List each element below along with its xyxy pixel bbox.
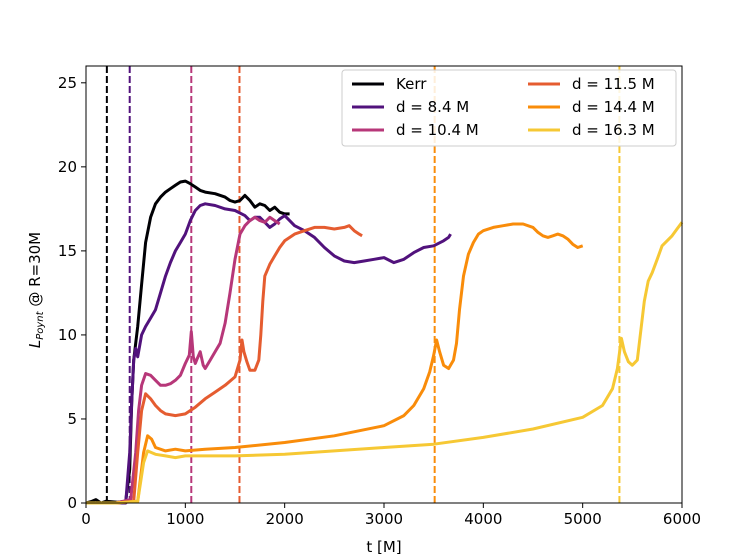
tick-labels: 0 1000 2000 3000 4000 5000 6000 0 5 10 15 20 25 — [58, 74, 701, 528]
legend-label-1: d = 8.4 M — [396, 98, 469, 116]
x-axis-label: t [M] — [366, 538, 401, 556]
series-line-5 — [86, 221, 684, 505]
y-tick-label-3: 15 — [58, 242, 77, 260]
series-line-1 — [86, 202, 452, 505]
series-line-2 — [86, 215, 281, 505]
x-tick-label-6: 6000 — [663, 510, 701, 528]
legend-label-2: d = 10.4 M — [396, 121, 479, 139]
axes — [81, 65, 683, 508]
x-tick-label-2: 2000 — [266, 510, 304, 528]
series-lines — [85, 179, 684, 505]
legend-label-5: d = 16.3 M — [572, 121, 655, 139]
y-tick-label-0: 0 — [67, 494, 77, 512]
y-tick-label-2: 10 — [58, 326, 77, 344]
x-tick-label-0: 0 — [81, 510, 91, 528]
legend-label-4: d = 14.4 M — [572, 98, 655, 116]
legend-box — [341, 69, 677, 147]
y-tick-label-5: 25 — [58, 74, 77, 92]
y-tick-label-4: 20 — [58, 158, 77, 176]
legend: Kerr d = 8.4 M d = 10.4 M d = 11.5 M d = 14.… — [341, 69, 677, 147]
legend-label-3: d = 11.5 M — [572, 75, 655, 93]
x-tick-label-3: 3000 — [365, 510, 403, 528]
y-tick-label-1: 5 — [67, 410, 77, 428]
x-tick-label-1: 1000 — [166, 510, 204, 528]
legend-label-0: Kerr — [396, 75, 427, 93]
x-tick-label-4: 4000 — [464, 510, 502, 528]
series-line-4 — [86, 222, 584, 505]
x-tick-label-5: 5000 — [564, 510, 602, 528]
y-axis-label: LPoynt @ R=30M — [26, 232, 46, 348]
series-line-3 — [86, 224, 363, 505]
